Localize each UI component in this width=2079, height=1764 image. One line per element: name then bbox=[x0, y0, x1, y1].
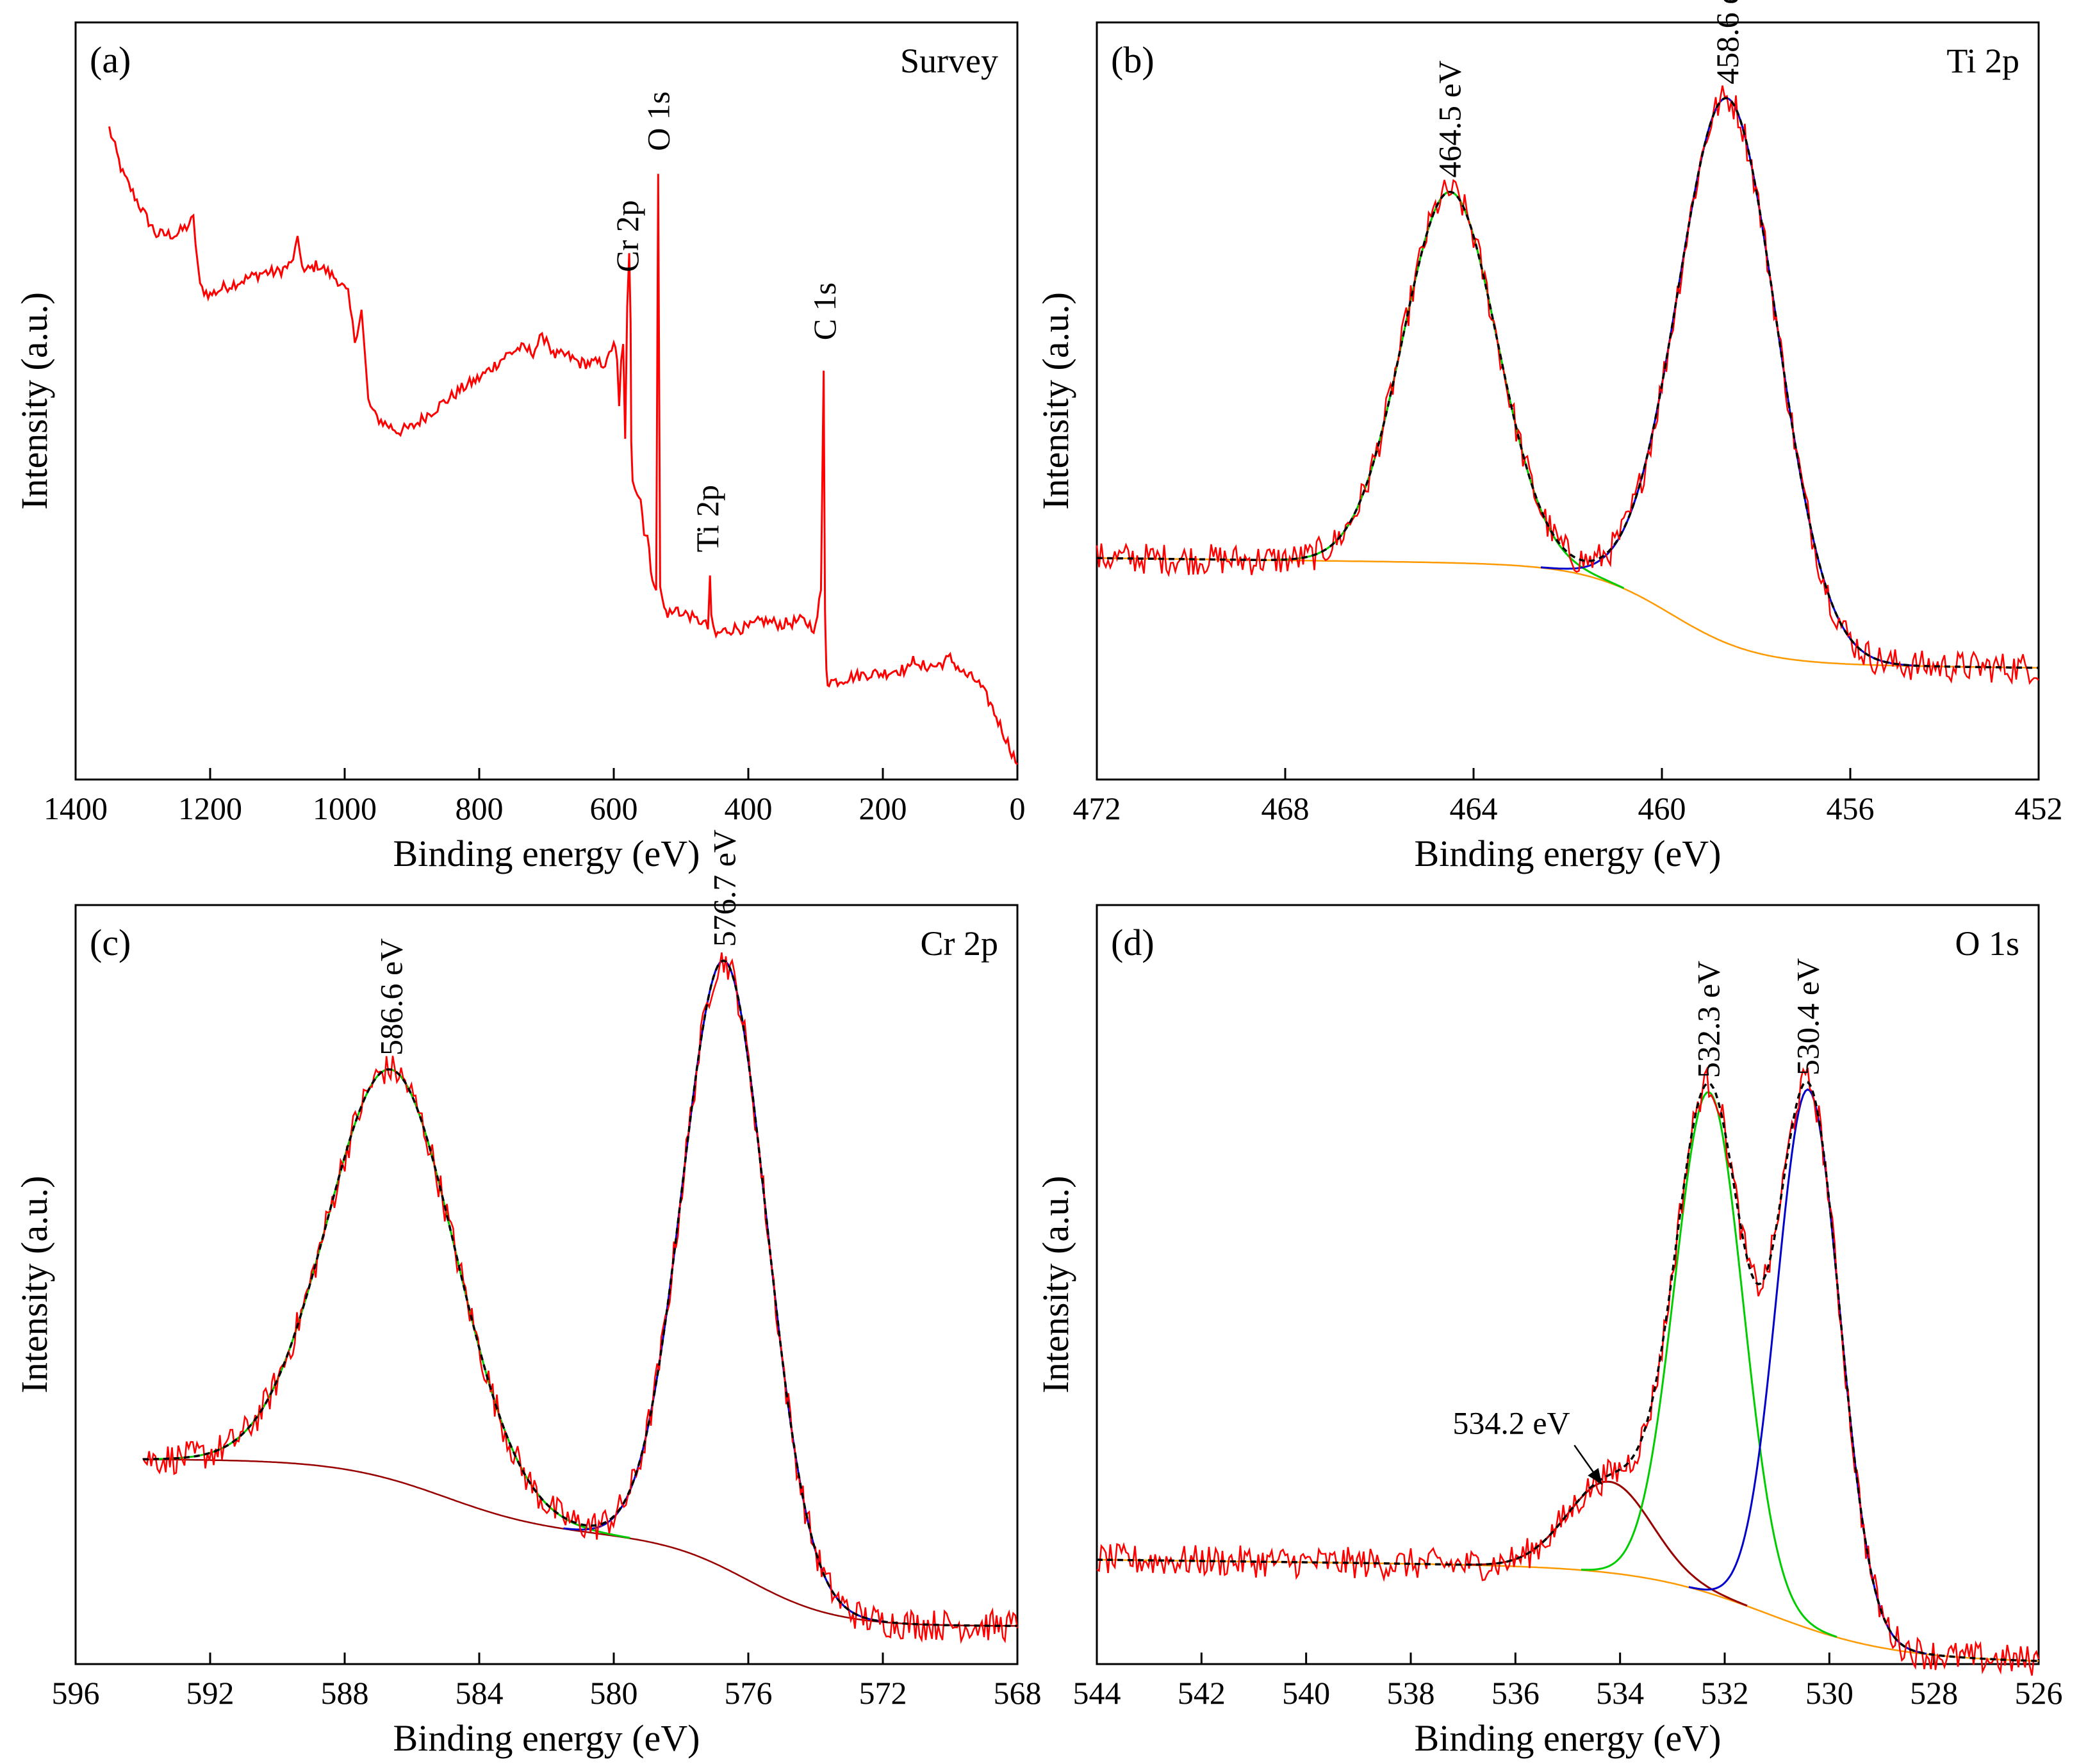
background-line bbox=[1097, 1558, 2039, 1662]
x-tick-label: 1000 bbox=[313, 790, 377, 826]
x-tick-label: 542 bbox=[1178, 1675, 1226, 1711]
x-tick-label: 532 bbox=[1701, 1675, 1749, 1711]
panel-title: Cr 2p bbox=[921, 924, 999, 963]
arrow-head bbox=[1588, 1467, 1602, 1485]
x-tick-label: 468 bbox=[1261, 790, 1310, 826]
panel-c: 596 592 588 584 580 576 572 568 Binding energy (… bbox=[13, 829, 1042, 1759]
x-tick-label: 400 bbox=[725, 790, 773, 826]
x-tick-label: 596 bbox=[52, 1675, 100, 1711]
x-tick-label: 536 bbox=[1491, 1675, 1540, 1711]
x-tick-label: 0 bbox=[1010, 790, 1026, 826]
peak-annotation: O 1s bbox=[640, 92, 676, 151]
component-peak-0 bbox=[1471, 1480, 1748, 1607]
panel-b: 472 468 464 460 456 452 Binding energy (eV) Int… bbox=[1035, 0, 2063, 874]
x-tick-label: 540 bbox=[1282, 1675, 1330, 1711]
x-tick-label: 200 bbox=[859, 790, 907, 826]
panel-letter: (d) bbox=[1111, 922, 1155, 963]
x-tick-label: 538 bbox=[1387, 1675, 1435, 1711]
component-peak-2 bbox=[1688, 1088, 1927, 1655]
peak-label: 586.6 eV bbox=[374, 938, 409, 1056]
x-axis-label: Binding energy (eV) bbox=[1415, 833, 1722, 874]
x-tick-label: 534 bbox=[1596, 1675, 1644, 1711]
peak-annotation: Cr 2p bbox=[609, 200, 645, 272]
y-axis-label: Intensity (a.u.) bbox=[1035, 1176, 1076, 1394]
peak-label: 532.3 eV bbox=[1691, 961, 1727, 1078]
x-tick-label: 600 bbox=[590, 790, 638, 826]
component-peak-0 bbox=[1276, 191, 1625, 589]
x-axis-label: Binding energy (eV) bbox=[393, 833, 700, 874]
panel-d: 544 542 540 538 536 534 532 530 528 526 Binding en… bbox=[1035, 904, 2063, 1759]
raw-data-line bbox=[1096, 85, 2039, 685]
component-peak-1 bbox=[1540, 97, 1916, 667]
x-tick-label: 472 bbox=[1073, 790, 1121, 826]
background-line bbox=[143, 1458, 1017, 1627]
panel-letter: (c) bbox=[90, 922, 131, 963]
x-axis-label: Binding energy (eV) bbox=[393, 1717, 700, 1759]
survey-spectrum-line bbox=[108, 126, 1019, 765]
x-tick-label: 584 bbox=[456, 1675, 504, 1711]
x-tick-label: 568 bbox=[994, 1675, 1042, 1711]
peak-label: 464.5 eV bbox=[1431, 60, 1467, 177]
envelope-fit-line bbox=[1097, 97, 2039, 669]
peak-label: 458.6 eV bbox=[1709, 0, 1745, 85]
plot-frame bbox=[1096, 21, 2040, 781]
x-tick-label: 1400 bbox=[44, 790, 108, 826]
raw-data-line bbox=[1096, 1066, 2040, 1676]
x-tick-label: 800 bbox=[456, 790, 504, 826]
y-axis-label: Intensity (a.u.) bbox=[1035, 292, 1076, 510]
x-tick-label: 456 bbox=[1827, 790, 1875, 826]
envelope-fit-line bbox=[1097, 1081, 2039, 1662]
panel-title: Survey bbox=[900, 42, 998, 80]
x-tick-label: 572 bbox=[859, 1675, 907, 1711]
plot-frame bbox=[74, 904, 1019, 1665]
x-tick-label: 464 bbox=[1450, 790, 1498, 826]
raw-data-line bbox=[142, 952, 1019, 1644]
plot-frame bbox=[1096, 904, 2040, 1665]
component-peak-0 bbox=[153, 1068, 630, 1539]
panel-title: O 1s bbox=[1955, 924, 2019, 963]
x-tick-label: 460 bbox=[1638, 790, 1686, 826]
x-tick-label: 530 bbox=[1805, 1675, 1853, 1711]
x-tick-label: 576 bbox=[725, 1675, 773, 1711]
panel-letter: (a) bbox=[90, 39, 131, 81]
x-tick-label: 580 bbox=[590, 1675, 638, 1711]
y-axis-label: Intensity (a.u.) bbox=[13, 1176, 55, 1394]
background-line bbox=[1097, 557, 2039, 669]
peak-annotation: Ti 2p bbox=[689, 485, 725, 552]
x-tick-label: 588 bbox=[321, 1675, 369, 1711]
x-axis-label: Binding energy (eV) bbox=[1415, 1717, 1722, 1759]
x-tick-label: 592 bbox=[186, 1675, 234, 1711]
panel-a: 1400 1200 1000 800 600 400 200 0 Binding energy … bbox=[13, 21, 1026, 874]
y-axis-label: Intensity (a.u.) bbox=[13, 292, 55, 510]
plot-frame bbox=[74, 21, 1019, 781]
panel-title: Ti 2p bbox=[1946, 42, 2019, 80]
peak-label: 530.4 eV bbox=[1790, 958, 1826, 1075]
peak-label: 576.7 eV bbox=[706, 829, 742, 947]
x-tick-label: 526 bbox=[2015, 1675, 2063, 1711]
panel-letter: (b) bbox=[1111, 39, 1155, 81]
x-tick-label: 452 bbox=[2015, 790, 2063, 826]
peak-label: 534.2 eV bbox=[1452, 1405, 1570, 1441]
component-peak-1 bbox=[1581, 1091, 1837, 1638]
x-tick-label: 1200 bbox=[178, 790, 242, 826]
x-tick-label: 528 bbox=[1910, 1675, 1958, 1711]
x-tick-label: 544 bbox=[1073, 1675, 1121, 1711]
peak-annotation: C 1s bbox=[807, 282, 842, 340]
